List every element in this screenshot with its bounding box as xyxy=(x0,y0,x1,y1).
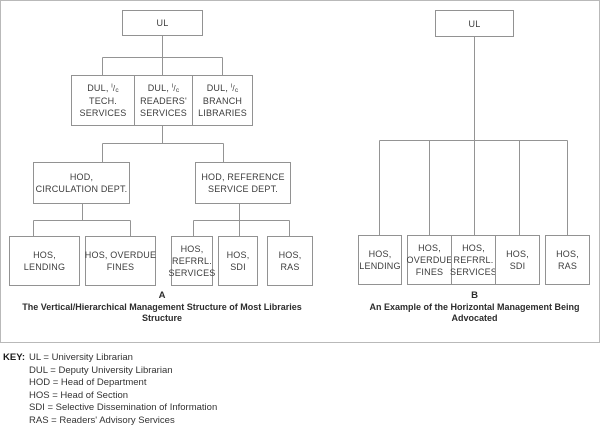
org-box-ul-a: UL xyxy=(122,10,203,36)
chart-a-label: A xyxy=(158,290,166,301)
box-label: UL xyxy=(468,18,481,29)
org-box-hos-overdue-fines-b: HOS, OVERDUE FINES xyxy=(407,235,452,285)
key-entry-hos: HOS = Head of Section xyxy=(29,389,129,401)
org-box-hos-sdi-b: HOS, SDI xyxy=(495,235,540,285)
box-line: REFRRL. xyxy=(172,256,212,266)
org-box-hod-circulation: HOD, CIRCULATION DEPT. xyxy=(33,162,130,204)
caption-chart-b: B An Example of the Horizontal Managemen… xyxy=(330,290,600,325)
box-line: HOS, xyxy=(278,250,302,260)
box-line-dul-ic: DUL, i/c xyxy=(87,82,119,94)
box-line: READERS' xyxy=(140,96,187,106)
box-line: SDI xyxy=(509,261,526,271)
box-line: SERVICES xyxy=(168,268,216,278)
box-line: FINES xyxy=(415,267,444,277)
box-line: SDI xyxy=(230,262,246,272)
key-entry-sdi: SDI = Selective Dissemination of Informa… xyxy=(29,402,218,414)
box-line: BRANCH xyxy=(202,96,243,106)
box-line: HOD, xyxy=(69,172,94,182)
org-box-dul-tech-services: DUL, i/c TECH. SERVICES xyxy=(71,75,135,126)
box-line: HOS, xyxy=(462,243,485,253)
key-entry-hod: HOD = Head of Department xyxy=(29,377,147,389)
box-line: REFRRL. xyxy=(453,255,494,265)
box-line: HOS, xyxy=(368,249,392,259)
chart-a-caption-line2: Structure xyxy=(141,313,182,323)
box-line: HOS, xyxy=(226,250,250,260)
box-line: RAS xyxy=(280,262,300,272)
box-line: SERVICES xyxy=(140,108,187,118)
box-line-dul-ic: DUL, i/c xyxy=(147,82,180,94)
org-box-dul-branch-libraries: DUL, i/c BRANCH LIBRARIES xyxy=(192,75,253,126)
chart-a-caption-line1: The Vertical/Hierarchical Management Str… xyxy=(22,301,302,312)
chart-b-caption-line2: Advocated xyxy=(451,313,498,323)
box-line: CIRCULATION DEPT. xyxy=(35,184,128,194)
key-heading: KEY: xyxy=(3,352,25,363)
box-line: RAS xyxy=(557,261,578,271)
org-box-hos-sdi-a: HOS, SDI xyxy=(218,236,258,286)
org-box-ul-b: UL xyxy=(435,10,514,37)
key-entry-ras: RAS = Readers' Advisory Services xyxy=(29,414,175,426)
box-line: LENDING xyxy=(359,261,401,271)
box-line: LIBRARIES xyxy=(198,108,247,118)
box-line: OVERDUE xyxy=(406,255,453,265)
box-line-dul-ic: DUL, i/c xyxy=(206,82,239,94)
org-box-hos-ras-a: HOS, RAS xyxy=(267,236,313,286)
box-line: HOS, xyxy=(33,250,56,260)
box-line: HOS, xyxy=(506,249,529,259)
box-line: SERVICES xyxy=(450,267,497,277)
key-entry-ul: UL = University Librarian xyxy=(29,352,133,363)
key-entry-dul: DUL = Deputy University Librarian xyxy=(29,364,173,376)
org-box-hos-lending-b: HOS, LENDING xyxy=(358,235,402,285)
box-line: LENDING xyxy=(23,262,66,272)
org-box-hos-lending-a: HOS, LENDING xyxy=(9,236,80,286)
connector-lines xyxy=(33,36,568,236)
org-box-hos-overdue-fines-a: HOS, OVERDUE FINES xyxy=(85,236,156,286)
key-line: KEY: UL = University Librarian xyxy=(3,352,217,365)
box-line: HOS, xyxy=(180,244,204,254)
org-box-hos-refrrl-services-b: HOS, REFRRL. SERVICES xyxy=(450,235,497,285)
box-line: FINES xyxy=(106,262,135,272)
box-line: TECH. xyxy=(89,96,117,106)
box-line: HOS, OVERDUE xyxy=(84,250,157,260)
box-line: HOS, xyxy=(556,249,579,259)
org-box-hos-refrrl-services-a: HOS, REFRRL. SERVICES xyxy=(168,236,216,286)
org-box-hod-reference: HOD, REFERENCE SERVICE DEPT. xyxy=(195,162,291,204)
caption-chart-a: A The Vertical/Hierarchical Management S… xyxy=(7,290,317,325)
chart-b-label: B xyxy=(471,290,478,301)
box-line: SERVICES xyxy=(79,108,127,118)
key-section: KEY: UL = University Librarian DUL = Dep… xyxy=(3,352,217,427)
org-box-hos-ras-b: HOS, RAS xyxy=(545,235,590,285)
org-box-dul-readers-services: DUL, i/c READERS' SERVICES xyxy=(134,75,193,126)
box-line: SERVICE DEPT. xyxy=(208,184,278,194)
chart-b-caption-line1: An Example of the Horizontal Management … xyxy=(369,301,580,312)
box-line: HOS, xyxy=(418,243,441,253)
box-line: HOD, REFERENCE xyxy=(201,172,285,182)
box-label: UL xyxy=(156,18,169,28)
